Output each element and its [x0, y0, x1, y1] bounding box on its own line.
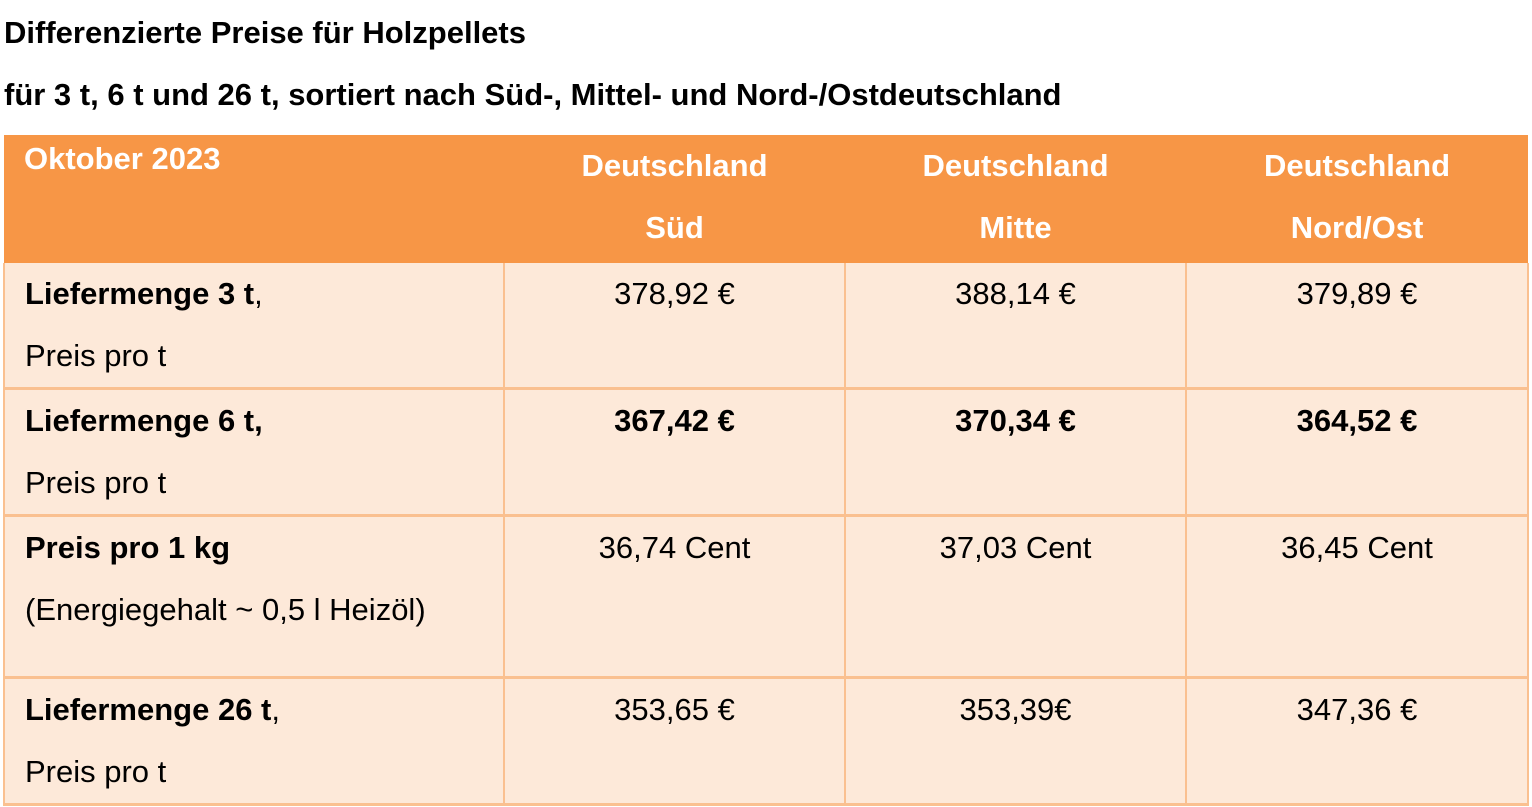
header-region-nordost-line1: Deutschland [1263, 148, 1451, 183]
row-label-line2: Preis pro t [25, 338, 167, 373]
row-label-line2: Preis pro t [25, 754, 167, 789]
table-row: Preis pro 1 kg (Energiegehalt ~ 0,5 l He… [3, 515, 1529, 679]
header-region-mitte-line1: Deutschland [922, 148, 1109, 183]
price-cell-sued: 353,65 € [503, 677, 846, 806]
price-cell-mitte: 370,34 € [844, 388, 1187, 517]
document-subtitle: für 3 t, 6 t und 26 t, sortiert nach Süd… [4, 77, 1062, 112]
row-label-line1: Preis pro 1 kg [25, 517, 503, 579]
row-label-bold: Liefermenge 26 t [25, 692, 272, 727]
row-label-suffix: , [254, 276, 263, 311]
row-label: Liefermenge 3 t, Preis pro t [3, 263, 505, 390]
price-cell-nordost: 347,36 € [1185, 677, 1529, 806]
row-label: Liefermenge 6 t, Preis pro t [3, 388, 505, 517]
header-region-mitte: Deutschland Mitte [845, 135, 1186, 263]
row-label-bold: Liefermenge 3 t [25, 276, 255, 311]
price-cell-nordost: 36,45 Cent [1185, 515, 1529, 679]
table-header-row: Oktober 2023 Deutschland Süd Deutschland… [4, 135, 1528, 263]
header-region-mitte-line2: Mitte [979, 210, 1052, 245]
price-cell-sued: 367,42 € [503, 388, 846, 517]
table-row: Liefermenge 26 t, Preis pro t 353,65 € 3… [3, 677, 1529, 806]
row-label-line1: Liefermenge 26 t, [25, 679, 503, 741]
document-title: Differenzierte Preise für Holzpellets [4, 15, 526, 50]
row-label-line1: Liefermenge 6 t, [25, 390, 503, 452]
row-label-bold: Liefermenge 6 t, [25, 403, 263, 438]
price-cell-mitte: 388,14 € [844, 263, 1187, 390]
row-label-line2: Preis pro t [25, 465, 167, 500]
row-label-line2: (Energiegehalt ~ 0,5 l Heizöl) [25, 592, 426, 627]
row-label-line1: Liefermenge 3 t, [25, 263, 503, 325]
price-cell-mitte: 37,03 Cent [844, 515, 1187, 679]
table-row: Liefermenge 6 t, Preis pro t 367,42 € 37… [3, 388, 1529, 517]
price-cell-sued: 378,92 € [503, 263, 846, 390]
price-cell-nordost: 379,89 € [1185, 263, 1529, 390]
price-cell-sued: 36,74 Cent [503, 515, 846, 679]
price-table: Oktober 2023 Deutschland Süd Deutschland… [3, 135, 1529, 806]
header-period: Oktober 2023 [4, 135, 504, 263]
header-region-sued-line2: Süd [645, 210, 704, 245]
header-region-nordost-line2: Nord/Ost [1290, 210, 1424, 245]
header-region-sued-line1: Deutschland [581, 148, 768, 183]
row-label: Liefermenge 26 t, Preis pro t [3, 677, 505, 806]
header-region-sued: Deutschland Süd [504, 135, 845, 263]
row-label-bold: Preis pro 1 kg [25, 530, 231, 565]
table-row: Liefermenge 3 t, Preis pro t 378,92 € 38… [3, 263, 1529, 390]
row-label: Preis pro 1 kg (Energiegehalt ~ 0,5 l He… [3, 515, 505, 679]
price-cell-mitte: 353,39€ [844, 677, 1187, 806]
header-region-nordost: Deutschland Nord/Ost [1186, 135, 1528, 263]
row-label-suffix: , [271, 692, 280, 727]
price-cell-nordost: 364,52 € [1185, 388, 1529, 517]
